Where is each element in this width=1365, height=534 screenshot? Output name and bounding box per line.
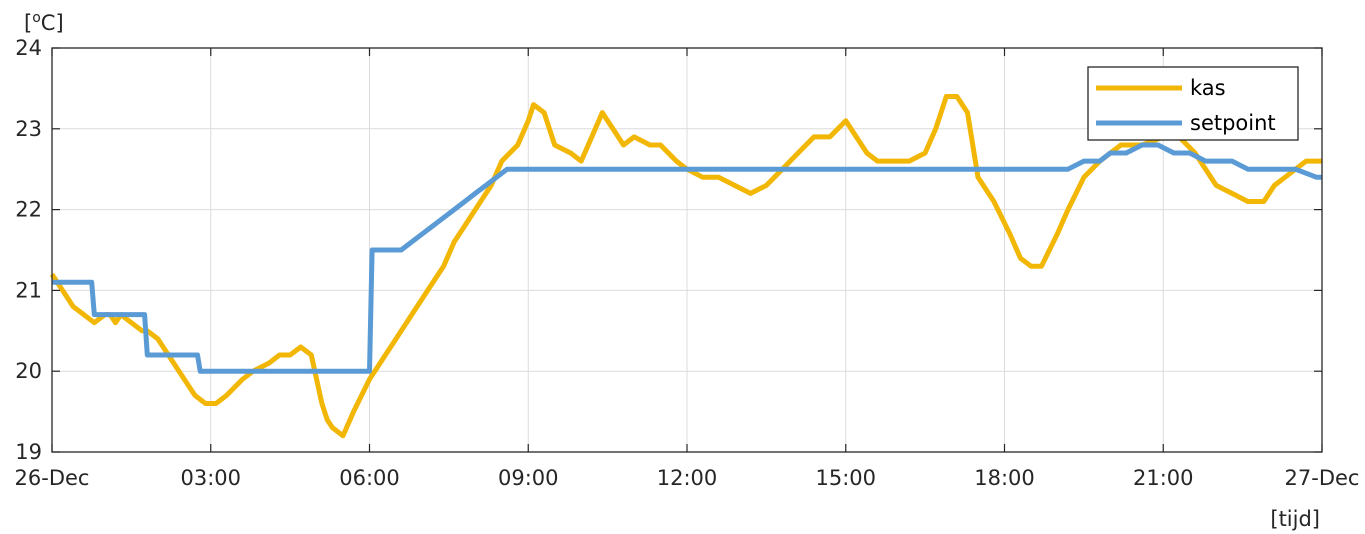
series-line-kas: [49, 94, 1322, 439]
x-tick-label: 27-Dec: [1285, 466, 1360, 490]
x-tick-label: 26-Dec: [15, 466, 90, 490]
series-layer: [49, 94, 1322, 439]
x-axis-label: [tijd]: [1270, 507, 1320, 531]
y-tick-label: 21: [15, 278, 42, 302]
x-tick-label: 12:00: [657, 466, 718, 490]
x-tick-label: 21:00: [1133, 466, 1194, 490]
x-tick-label: 18:00: [974, 466, 1035, 490]
y-tick-label: 20: [15, 359, 42, 383]
y-tick-label: 24: [15, 36, 42, 60]
x-tick-label: 15:00: [815, 466, 876, 490]
x-tick-label: 03:00: [180, 466, 241, 490]
ticks: 26-Dec 03:00 06:00 09:00 12:00 15:00 18:00 21:0…: [15, 36, 1360, 490]
y-tick-label: 19: [15, 440, 42, 464]
y-tick-label: 22: [15, 198, 42, 222]
y-axis-label: [oC]: [24, 10, 64, 35]
legend: kas setpoint: [1087, 66, 1299, 141]
legend-label-setpoint: setpoint: [1190, 111, 1276, 135]
x-tick-label: 09:00: [498, 466, 559, 490]
legend-label-kas: kas: [1190, 76, 1226, 100]
series-line-setpoint: [52, 142, 1322, 374]
x-tick-label: 06:00: [339, 466, 400, 490]
y-tick-label: 23: [15, 117, 42, 141]
legend-box: [1087, 66, 1299, 141]
